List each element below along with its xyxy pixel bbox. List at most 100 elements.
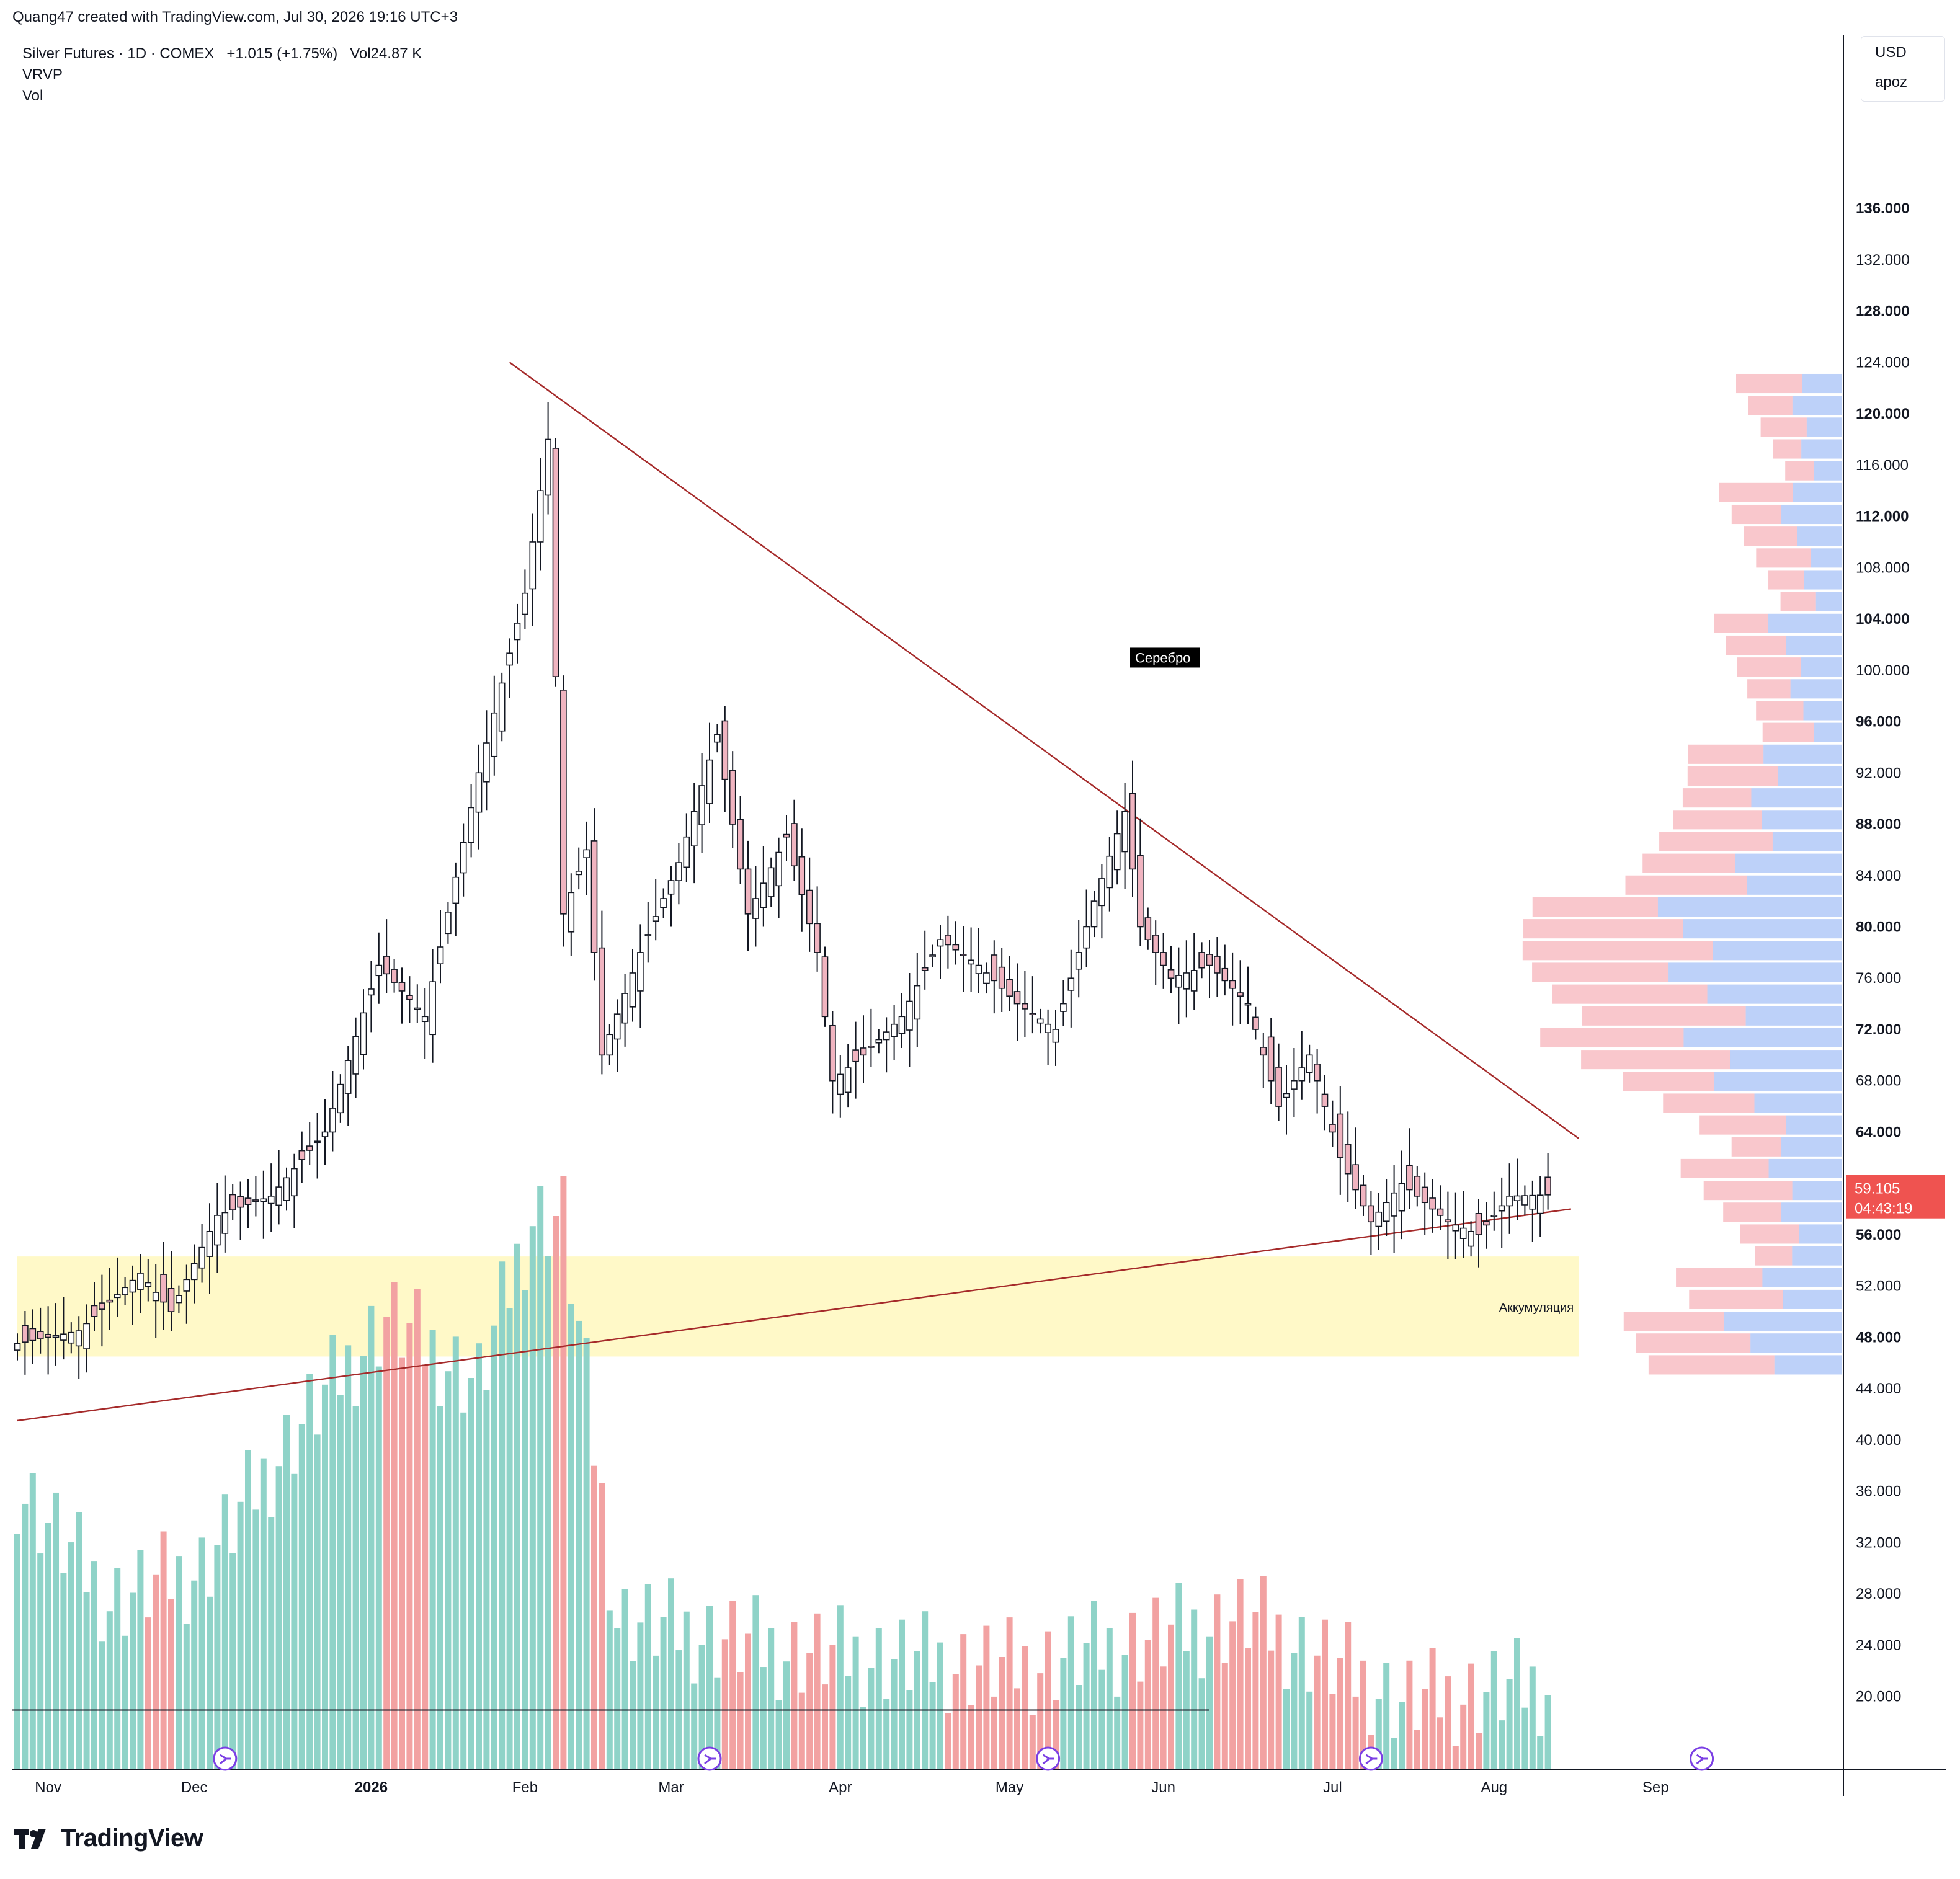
candle-body[interactable] <box>214 1215 221 1246</box>
candle-body[interactable] <box>306 1145 313 1151</box>
candle-body[interactable] <box>1137 855 1144 928</box>
candle-body[interactable] <box>1398 1183 1405 1212</box>
candle-body[interactable] <box>160 1274 167 1303</box>
candle-body[interactable] <box>806 889 813 925</box>
candle-body[interactable] <box>122 1287 128 1295</box>
candle-body[interactable] <box>252 1199 259 1202</box>
candle-body[interactable] <box>114 1294 121 1299</box>
candle-body[interactable] <box>667 880 675 895</box>
candle-body[interactable] <box>1498 1205 1505 1212</box>
candle-body[interactable] <box>675 862 682 881</box>
candle-body[interactable] <box>83 1323 90 1349</box>
candle-body[interactable] <box>321 1131 329 1137</box>
candle-body[interactable] <box>937 939 944 947</box>
event-marker-icon[interactable] <box>1358 1746 1383 1771</box>
candle-body[interactable] <box>637 952 644 992</box>
candle-body[interactable] <box>1314 1064 1321 1082</box>
candle-body[interactable] <box>698 785 705 825</box>
candle-body[interactable] <box>752 898 759 919</box>
candle-body[interactable] <box>1337 1113 1344 1158</box>
candle-body[interactable] <box>275 1186 282 1206</box>
candle-body[interactable] <box>1352 1164 1359 1191</box>
candle-body[interactable] <box>68 1331 75 1344</box>
candle-body[interactable] <box>221 1212 229 1234</box>
candle-body[interactable] <box>176 1295 182 1304</box>
candle-body[interactable] <box>1445 1219 1451 1223</box>
candle-body[interactable] <box>868 1046 875 1048</box>
candle-body[interactable] <box>183 1279 190 1292</box>
candle-body[interactable] <box>267 1196 275 1204</box>
candle-body[interactable] <box>945 935 951 946</box>
candle-body[interactable] <box>1344 1144 1352 1175</box>
candle-body[interactable] <box>360 1012 367 1055</box>
candle-body[interactable] <box>590 840 598 953</box>
candle-body[interactable] <box>1513 1195 1521 1201</box>
candle-body[interactable] <box>475 772 483 813</box>
candle-body[interactable] <box>1260 1047 1267 1056</box>
candle-body[interactable] <box>260 1198 267 1202</box>
candle-body[interactable] <box>767 867 775 897</box>
unit-label[interactable]: apoz <box>1875 74 1908 91</box>
candle-body[interactable] <box>1052 1029 1059 1043</box>
candle-body[interactable] <box>1006 979 1013 997</box>
candle-body[interactable] <box>244 1197 252 1205</box>
candle-body[interactable] <box>1160 952 1167 966</box>
candle-body[interactable] <box>1113 833 1121 871</box>
event-marker-icon[interactable] <box>213 1746 238 1771</box>
candle-body[interactable] <box>1175 975 1182 988</box>
candle-body[interactable] <box>1183 972 1190 990</box>
candle-body[interactable] <box>1306 1054 1313 1073</box>
candle-body[interactable] <box>452 876 460 904</box>
candle-body[interactable] <box>75 1330 82 1347</box>
candle-body[interactable] <box>145 1282 152 1287</box>
candle-body[interactable] <box>929 954 936 957</box>
candle-body[interactable] <box>690 811 698 846</box>
candle-body[interactable] <box>1468 1230 1474 1247</box>
candle-body[interactable] <box>1098 878 1105 907</box>
candle-body[interactable] <box>875 1039 883 1044</box>
candle-body[interactable] <box>1321 1093 1329 1107</box>
candle-body[interactable] <box>568 892 575 933</box>
candle-body[interactable] <box>414 1007 421 1010</box>
candle-body[interactable] <box>398 982 406 992</box>
candle-body[interactable] <box>1536 1194 1544 1214</box>
candle-body[interactable] <box>60 1333 67 1341</box>
candle-body[interactable] <box>483 742 490 783</box>
candle-body[interactable] <box>1421 1186 1428 1204</box>
candle-body[interactable] <box>137 1273 144 1290</box>
candle-body[interactable] <box>545 438 551 496</box>
candle-body[interactable] <box>814 923 821 953</box>
candle-body[interactable] <box>775 851 782 887</box>
candle-body[interactable] <box>975 964 982 974</box>
candle-body[interactable] <box>583 849 590 858</box>
candle-body[interactable] <box>1298 1067 1306 1082</box>
chart-legend[interactable]: Silver Futures · 1D · COMEX +1.015 (+1.7… <box>22 43 422 107</box>
candle-body[interactable] <box>791 823 798 867</box>
candle-body[interactable] <box>1029 1013 1036 1015</box>
candle-body[interactable] <box>1022 1003 1028 1010</box>
chart-area[interactable]: Аккумуляция 20.000 24.000 28.000 32.000 36.0… <box>12 35 1946 1796</box>
candle-body[interactable] <box>1075 952 1082 970</box>
candle-body[interactable] <box>1167 969 1175 979</box>
candle-body[interactable] <box>1437 1208 1444 1216</box>
candle-body[interactable] <box>1329 1124 1336 1133</box>
candle-body[interactable] <box>45 1333 51 1338</box>
candle-body[interactable] <box>1391 1192 1397 1217</box>
candle-body[interactable] <box>91 1305 98 1317</box>
candle-body[interactable] <box>421 1016 429 1023</box>
candle-body[interactable] <box>1383 1202 1390 1222</box>
candle-body[interactable] <box>283 1177 290 1201</box>
candle-body[interactable] <box>22 1325 29 1343</box>
candle-body[interactable] <box>522 592 528 615</box>
candle-body[interactable] <box>429 981 436 1036</box>
candle-body[interactable] <box>344 1060 352 1094</box>
event-marker-icon[interactable] <box>1036 1746 1061 1771</box>
candle-body[interactable] <box>529 541 537 590</box>
candle-body[interactable] <box>1060 1003 1067 1012</box>
candle-body[interactable] <box>1360 1184 1367 1207</box>
candle-body[interactable] <box>352 1036 359 1075</box>
candle-body[interactable] <box>683 836 690 868</box>
candle-body[interactable] <box>852 1049 859 1062</box>
candle-body[interactable] <box>1368 1205 1374 1223</box>
indicator-vol[interactable]: Vol <box>22 87 43 104</box>
